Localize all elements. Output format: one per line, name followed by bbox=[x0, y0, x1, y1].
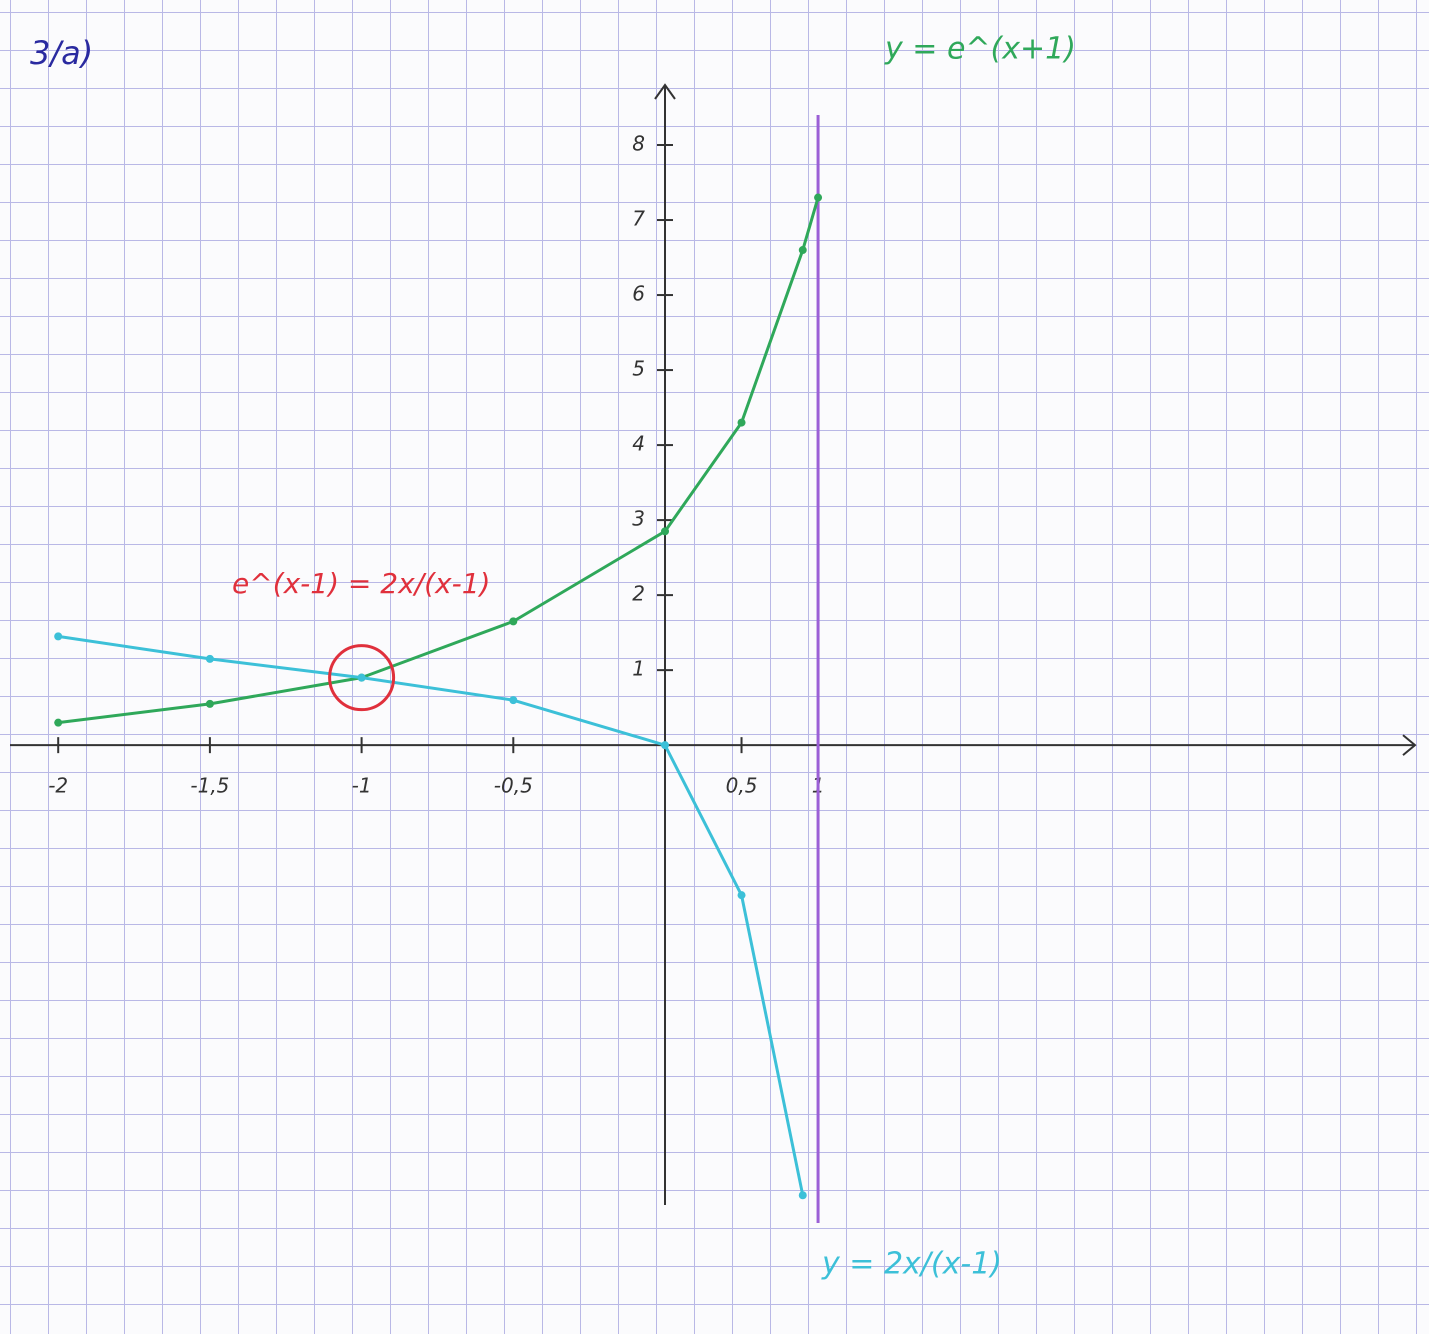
y-tick-label: 5 bbox=[632, 357, 645, 381]
point bbox=[54, 718, 63, 727]
point bbox=[357, 673, 366, 682]
y-tick-label: 3 bbox=[632, 507, 645, 531]
x-tick-label: -1,5 bbox=[190, 774, 229, 798]
series-label: y = e^(x+1) bbox=[884, 32, 1076, 67]
y-tick-label: 1 bbox=[632, 657, 645, 681]
point bbox=[509, 617, 518, 626]
point bbox=[798, 1191, 807, 1200]
x-tick-label: -1 bbox=[352, 774, 372, 798]
curve bbox=[58, 197, 820, 725]
chart-title: 3/a) bbox=[30, 34, 93, 72]
y-tick-label: 4 bbox=[632, 432, 645, 456]
y-tick-label: 7 bbox=[632, 207, 645, 231]
point bbox=[509, 696, 518, 705]
point bbox=[54, 632, 63, 641]
x-tick-label: -2 bbox=[48, 774, 68, 798]
y-tick-label: 8 bbox=[632, 132, 645, 156]
y-tick-label: 2 bbox=[632, 582, 645, 606]
curve bbox=[57, 634, 805, 1196]
x-axis-arrow bbox=[1402, 734, 1417, 756]
y-axis-arrow bbox=[654, 83, 676, 100]
highlight-circle bbox=[328, 644, 396, 712]
x-tick-label: 0,5 bbox=[726, 774, 758, 798]
point bbox=[661, 527, 669, 536]
point bbox=[798, 246, 807, 255]
series-label: y = 2x/(x-1) bbox=[821, 1247, 1002, 1282]
point bbox=[661, 741, 669, 750]
point bbox=[737, 891, 746, 900]
point bbox=[205, 699, 214, 708]
y-tick-label: 6 bbox=[632, 282, 645, 306]
point bbox=[814, 193, 823, 202]
point bbox=[205, 654, 214, 663]
point bbox=[737, 418, 746, 427]
highlight-label: e^(x-1) = 2x/(x-1) bbox=[232, 567, 490, 600]
x-tick-label: -0,5 bbox=[494, 774, 533, 798]
